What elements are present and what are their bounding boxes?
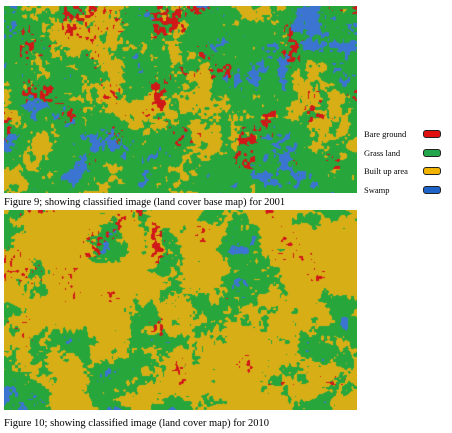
legend-item-built-up-area: Built up area (364, 165, 450, 184)
legend-label: Swamp (364, 184, 390, 195)
legend-item-swamp: Swamp (364, 184, 450, 203)
legend-swatch (423, 130, 441, 138)
legend-label: Bare ground (364, 129, 407, 139)
map-legend: Bare ground Grass land Built up area Swa… (364, 128, 450, 202)
legend-label: Grass land (364, 147, 401, 158)
legend-item-bare-ground: Bare ground (364, 128, 450, 147)
figure-10-caption: Figure 10; showing classified image (lan… (4, 418, 270, 429)
legend-item-grass-land: Grass land (364, 147, 450, 166)
figure-9-caption: Figure 9; showing classified image (land… (4, 197, 286, 208)
legend-label: Built up area (364, 166, 408, 176)
legend-swatch (423, 167, 441, 175)
land-cover-map-2010 (4, 210, 357, 410)
legend-swatch (423, 185, 441, 194)
land-cover-map-2001 (4, 6, 357, 193)
legend-swatch (423, 148, 441, 157)
